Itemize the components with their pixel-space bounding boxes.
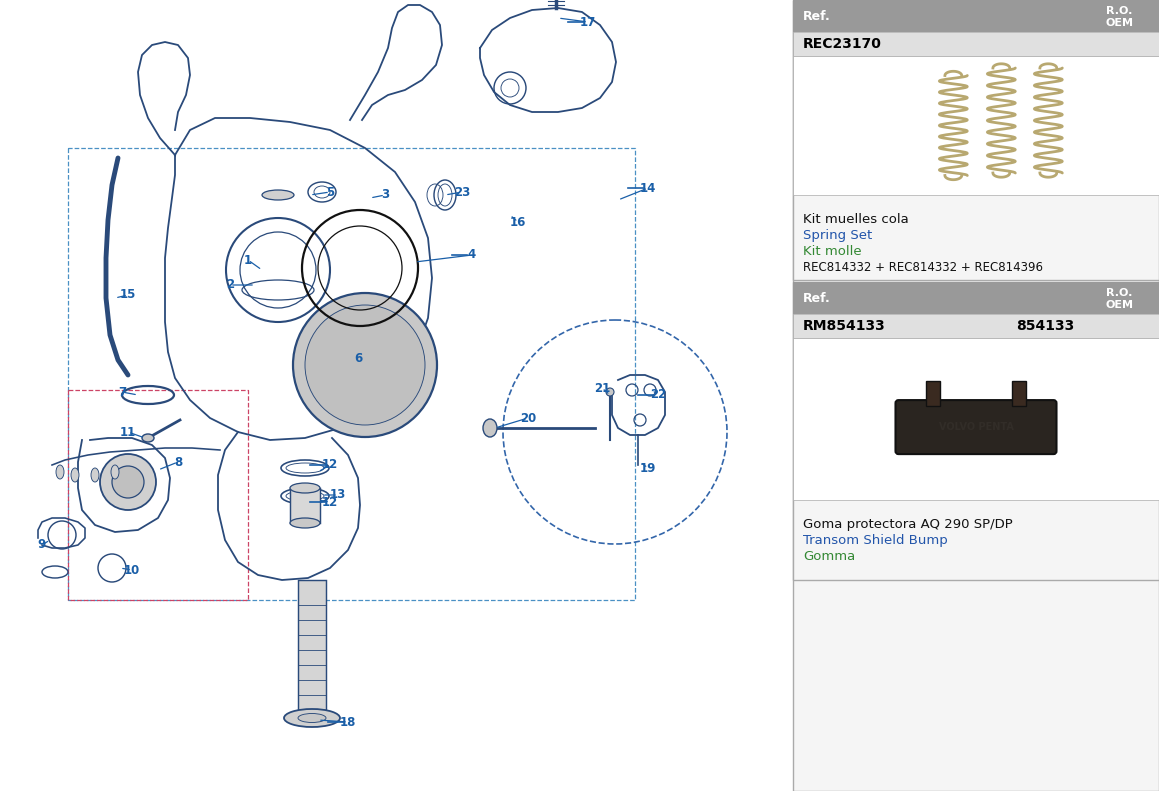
Text: 7: 7 <box>118 385 126 399</box>
Text: 3: 3 <box>381 188 389 202</box>
Text: 21: 21 <box>593 381 610 395</box>
Text: R.O.: R.O. <box>1106 288 1132 298</box>
Text: VOLVO PENTA: VOLVO PENTA <box>939 422 1013 432</box>
Bar <box>1013 381 1027 406</box>
Text: 2: 2 <box>226 278 234 292</box>
Text: 12: 12 <box>322 495 338 509</box>
Circle shape <box>100 454 156 510</box>
Ellipse shape <box>483 419 497 437</box>
Text: Goma protectora AQ 290 SP/DP: Goma protectora AQ 290 SP/DP <box>803 518 1013 531</box>
Text: 5: 5 <box>326 186 334 199</box>
Text: 18: 18 <box>340 716 356 729</box>
Text: 15: 15 <box>119 289 137 301</box>
Text: 14: 14 <box>640 181 656 195</box>
Text: REC814332 + REC814332 + REC814396: REC814332 + REC814332 + REC814396 <box>803 261 1043 274</box>
Text: 22: 22 <box>650 388 666 402</box>
Text: Spring Set: Spring Set <box>803 229 873 242</box>
Text: 854133: 854133 <box>1016 319 1074 333</box>
Text: 19: 19 <box>640 461 656 475</box>
Bar <box>793 314 1159 338</box>
Bar <box>793 32 1159 56</box>
Text: REC23170: REC23170 <box>803 37 882 51</box>
Text: 8: 8 <box>174 456 182 468</box>
Text: Ref.: Ref. <box>803 9 831 22</box>
Ellipse shape <box>298 713 326 722</box>
Text: 1: 1 <box>243 253 252 267</box>
Bar <box>793 56 1159 195</box>
Text: 6: 6 <box>353 351 362 365</box>
Bar <box>290 488 320 523</box>
Circle shape <box>112 466 144 498</box>
Circle shape <box>305 305 425 425</box>
Text: Kit muelles cola: Kit muelles cola <box>803 213 909 226</box>
Bar <box>793 0 1159 32</box>
Ellipse shape <box>606 388 614 396</box>
Text: R.O.: R.O. <box>1106 6 1132 16</box>
Text: 4: 4 <box>468 248 476 262</box>
Bar <box>298 580 326 710</box>
Bar <box>926 381 940 406</box>
Bar <box>793 0 1159 791</box>
Text: 13: 13 <box>330 489 347 501</box>
Text: 17: 17 <box>580 16 596 28</box>
Text: Kit molle: Kit molle <box>803 245 861 258</box>
Text: Transom Shield Bump: Transom Shield Bump <box>803 534 948 547</box>
Ellipse shape <box>56 465 64 479</box>
Ellipse shape <box>71 468 79 482</box>
Ellipse shape <box>290 483 320 493</box>
Ellipse shape <box>111 465 119 479</box>
Text: 11: 11 <box>119 426 136 438</box>
Text: Ref.: Ref. <box>803 292 831 305</box>
Text: RM854133: RM854133 <box>803 319 885 333</box>
Bar <box>793 282 1159 580</box>
Bar <box>793 282 1159 314</box>
FancyBboxPatch shape <box>896 400 1057 454</box>
Text: OEM: OEM <box>1105 300 1134 310</box>
Text: 10: 10 <box>124 563 140 577</box>
Bar <box>793 338 1159 500</box>
Ellipse shape <box>290 518 320 528</box>
Ellipse shape <box>143 434 154 442</box>
Text: 16: 16 <box>510 215 526 229</box>
Text: 12: 12 <box>322 459 338 471</box>
Text: 20: 20 <box>520 411 537 425</box>
Ellipse shape <box>92 468 99 482</box>
Text: OEM: OEM <box>1105 18 1134 28</box>
Ellipse shape <box>262 190 294 200</box>
Text: Gomma: Gomma <box>803 550 855 563</box>
Bar <box>793 0 1159 280</box>
Ellipse shape <box>284 709 340 727</box>
Circle shape <box>293 293 437 437</box>
Text: 9: 9 <box>38 539 46 551</box>
Text: 23: 23 <box>454 186 471 199</box>
